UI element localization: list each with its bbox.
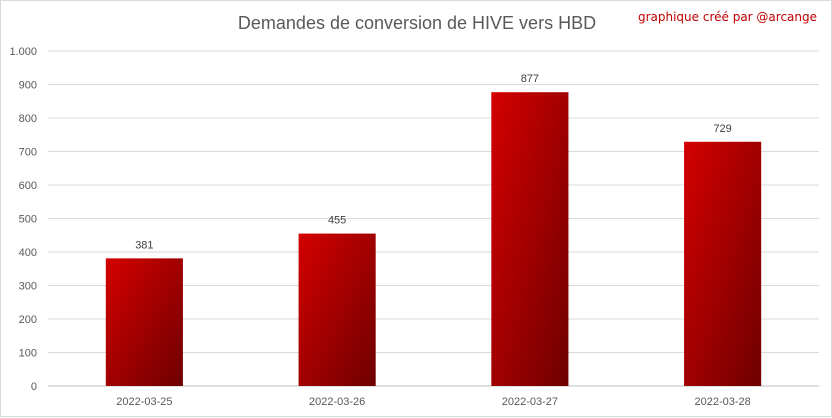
bar-2022-03-27 [491, 92, 569, 386]
y-axis-tick-labels: 0 100 200 300 400 500 600 700 800 900 1.000 [9, 46, 37, 393]
y-tick-label: 300 [19, 281, 37, 293]
data-label: 877 [521, 73, 539, 85]
y-tick-label: 500 [19, 214, 37, 226]
y-tick-label: 0 [31, 381, 37, 393]
y-tick-label: 800 [19, 113, 37, 125]
bars [105, 92, 762, 386]
data-labels: 381 455 877 729 [135, 73, 732, 251]
y-tick-label: 400 [19, 247, 37, 259]
y-tick-label: 100 [19, 348, 37, 360]
x-axis-category-labels: 2022-03-25 2022-03-26 2022-03-27 2022-03-28 [116, 396, 751, 408]
category-label: 2022-03-25 [116, 396, 172, 408]
y-tick-label: 900 [19, 80, 37, 92]
y-tick-label: 700 [19, 147, 37, 159]
category-label: 2022-03-26 [309, 396, 365, 408]
y-tick-label: 600 [19, 180, 37, 192]
bar-2022-03-26 [298, 233, 376, 386]
data-label: 381 [135, 239, 153, 251]
data-label: 729 [713, 123, 731, 135]
bar-2022-03-28 [684, 141, 762, 386]
y-tick-label: 200 [19, 314, 37, 326]
chart-credit: graphique créé par @arcange [637, 10, 817, 24]
bar-2022-03-25 [105, 258, 183, 386]
category-label: 2022-03-27 [502, 396, 558, 408]
category-label: 2022-03-28 [694, 396, 750, 408]
y-tick-label: 1.000 [9, 46, 37, 58]
data-label: 455 [328, 215, 346, 227]
chart-title: Demandes de conversion de HIVE vers HBD [237, 13, 597, 33]
